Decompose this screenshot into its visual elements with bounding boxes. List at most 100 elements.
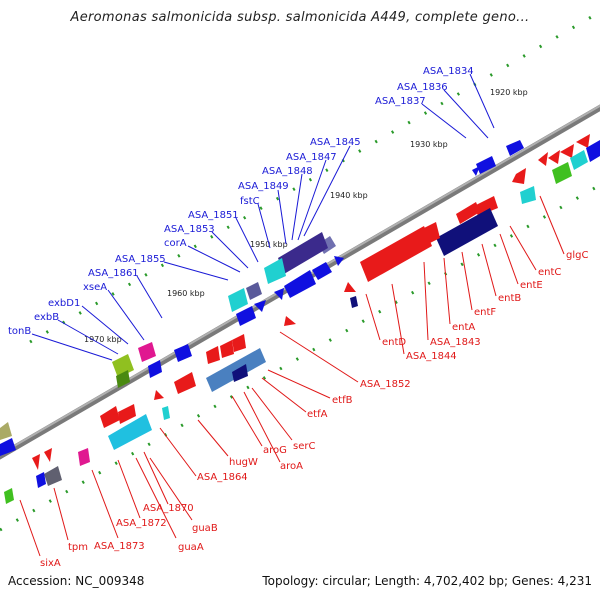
map-title: Aeromonas salmonicida subsp. salmonicida… (70, 10, 530, 25)
reverse-gene-block[interactable] (570, 150, 588, 170)
gene-label[interactable]: ASA_1873 (94, 541, 145, 552)
forward-gene-block[interactable] (112, 354, 134, 378)
gene-label[interactable]: etfB (332, 395, 353, 406)
forward-gene-arrow[interactable] (476, 156, 496, 174)
reverse-gene-arrow[interactable] (474, 196, 498, 216)
reverse-gene-arrow[interactable] (560, 144, 574, 158)
reverse-gene-arrow[interactable] (538, 152, 548, 166)
reverse-gene-arrow[interactable] (284, 316, 296, 326)
forward-gene-arrow[interactable] (334, 256, 344, 266)
forward-genes (0, 140, 524, 456)
gene-label[interactable]: fstC (240, 196, 260, 207)
forward-gene-arrow[interactable] (236, 306, 256, 326)
gene-label[interactable]: serC (293, 441, 315, 452)
gene-label[interactable]: corA (164, 238, 187, 249)
reverse-gene-block[interactable] (436, 208, 498, 256)
reverse-gene-block[interactable] (520, 186, 536, 204)
forward-gene-block[interactable] (264, 258, 286, 284)
gene-label[interactable]: glgC (566, 250, 588, 261)
reverse-gene-arrow[interactable] (424, 222, 440, 244)
gene-label[interactable]: exbD1 (48, 298, 80, 309)
gene-label[interactable]: xseA (83, 282, 107, 293)
reverse-gene-arrow[interactable] (344, 282, 356, 292)
reverse-gene-arrow[interactable] (360, 226, 432, 282)
reverse-gene-block[interactable] (4, 488, 14, 504)
reverse-gene-block[interactable] (108, 414, 152, 450)
gene-label[interactable]: tpm (68, 542, 88, 553)
reverse-gene-arrow[interactable] (32, 454, 40, 470)
gene-label[interactable]: ASA_1870 (143, 503, 194, 514)
gene-label[interactable]: aroA (280, 461, 303, 472)
gene-label[interactable]: ASA_1837 (375, 96, 426, 107)
kbp-label: 1930 kbp (410, 140, 448, 149)
reverse-gene-arrow[interactable] (154, 390, 164, 400)
gene-label[interactable]: guaA (178, 542, 204, 553)
gene-label[interactable]: ASA_1853 (164, 224, 215, 235)
forward-gene-arrow[interactable] (312, 262, 332, 280)
gene-label[interactable]: hugW (229, 457, 258, 468)
forward-gene-block[interactable] (116, 370, 130, 388)
gene-label[interactable]: ASA_1844 (406, 351, 457, 362)
reverse-gene-arrow[interactable] (206, 346, 220, 364)
reverse-gene-arrow[interactable] (44, 448, 52, 462)
forward-gene-block[interactable] (246, 282, 262, 300)
gene-label[interactable]: entF (474, 307, 496, 318)
reverse-gene-block[interactable] (586, 140, 600, 162)
gene-label[interactable]: aroG (263, 445, 287, 456)
reverse-gene-arrow[interactable] (548, 150, 560, 164)
gene-label[interactable]: exbB (34, 312, 59, 323)
gene-label[interactable]: ASA_1861 (88, 268, 139, 279)
forward-gene-block[interactable] (228, 288, 248, 312)
reverse-gene-arrow[interactable] (576, 134, 590, 148)
forward-gene-arrow[interactable] (174, 344, 192, 362)
gene-label[interactable]: entB (498, 293, 521, 304)
gene-label[interactable]: ASA_1852 (360, 379, 411, 390)
reverse-gene-block[interactable] (162, 406, 170, 420)
inner-tick-row (0, 183, 600, 532)
reverse-gene-block[interactable] (78, 448, 90, 466)
reverse-gene-arrow[interactable] (118, 404, 136, 424)
forward-gene-block[interactable] (138, 342, 156, 362)
gene-label[interactable]: entA (452, 322, 475, 333)
gene-label[interactable]: entE (520, 280, 543, 291)
forward-gene-arrow[interactable] (506, 140, 524, 156)
reverse-gene-block[interactable] (552, 162, 572, 184)
gene-label[interactable]: entD (382, 337, 406, 348)
reverse-gene-arrow[interactable] (220, 340, 234, 358)
gene-label[interactable]: ASA_1847 (286, 152, 337, 163)
reverse-gene-arrow[interactable] (174, 372, 196, 394)
reverse-gene-block[interactable] (350, 296, 358, 308)
gene-label[interactable]: ASA_1843 (430, 337, 481, 348)
gene-label[interactable]: ASA_1855 (115, 254, 166, 265)
gene-label[interactable]: ASA_1872 (116, 518, 167, 529)
gene-label[interactable]: entC (538, 267, 561, 278)
gene-label[interactable]: etfA (307, 409, 328, 420)
gene-label[interactable]: ASA_1848 (262, 166, 313, 177)
forward-gene-arrow[interactable] (472, 166, 480, 176)
reverse-gene-block[interactable] (232, 364, 248, 382)
reverse-gene-block[interactable] (44, 466, 62, 486)
reverse-gene-arrow[interactable] (512, 168, 526, 184)
gene-label[interactable]: guaB (192, 523, 218, 534)
forward-gene-arrow[interactable] (148, 360, 162, 378)
forward-gene-arrow[interactable] (254, 300, 266, 312)
gene-label[interactable]: sixA (40, 558, 61, 569)
reverse-gene-arrow[interactable] (456, 202, 480, 224)
gene-label[interactable]: ASA_1849 (238, 181, 289, 192)
gene-label[interactable]: ASA_1845 (310, 137, 361, 148)
forward-gene-block[interactable] (0, 422, 12, 440)
gene-label[interactable]: ASA_1834 (423, 66, 474, 77)
forward-gene-block[interactable] (278, 232, 328, 274)
reverse-gene-block[interactable] (36, 472, 46, 488)
forward-gene-arrow[interactable] (284, 270, 316, 298)
reverse-gene-arrow[interactable] (232, 334, 246, 352)
gene-label[interactable]: ASA_1864 (197, 472, 248, 483)
reverse-labels: glgC entC entE entB entF entA ASA_1843 A… (19, 195, 588, 569)
forward-gene-arrow[interactable] (274, 288, 284, 300)
gene-label[interactable]: tonB (8, 326, 31, 337)
reverse-gene-arrow[interactable] (100, 406, 120, 428)
gene-label[interactable]: ASA_1851 (188, 210, 239, 221)
forward-gene-arrow[interactable] (0, 438, 16, 456)
gene-label[interactable]: ASA_1836 (397, 82, 448, 93)
